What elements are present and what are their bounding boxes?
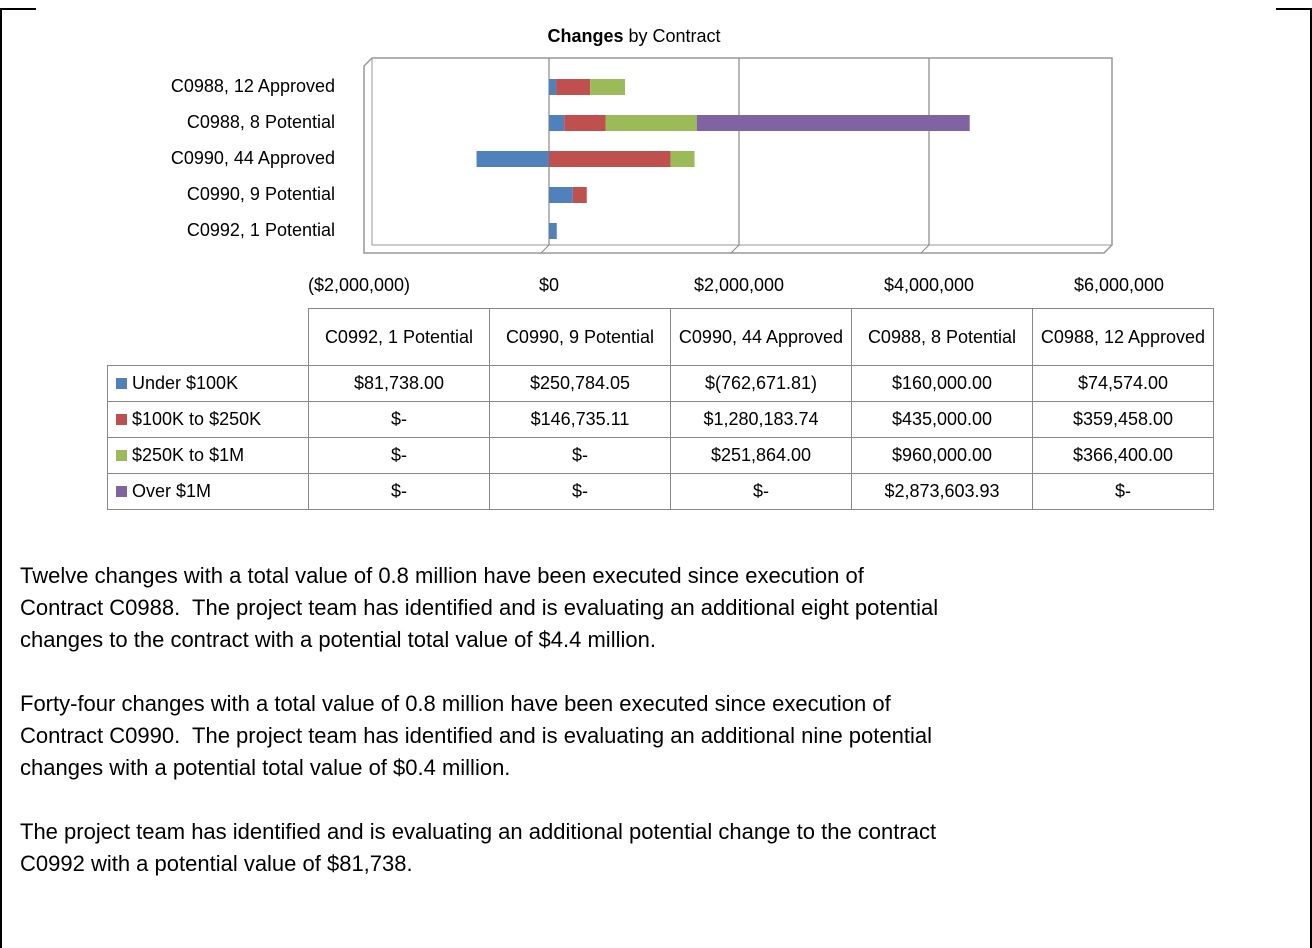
column-header: C0990, 44 Approved — [670, 308, 852, 366]
title-rest: by Contract — [629, 26, 721, 46]
table-cell: $160,000.00 — [851, 365, 1033, 402]
bar-segment — [696, 115, 970, 131]
table-row: Under $100K $81,738.00 $250,784.05 $(762,67… — [107, 365, 1214, 402]
text-line: Forty-four changes with a total value of… — [20, 691, 891, 716]
plot-edge — [363, 57, 373, 67]
table-header-row: C0992, 1 Potential C0990, 9 Potential C099… — [107, 308, 1214, 366]
text-line: changes with a potential total value of … — [20, 755, 511, 780]
bar-segment — [590, 79, 626, 95]
row-header: Under $100K — [107, 365, 309, 402]
bar-segment — [572, 187, 587, 203]
table-cell: $251,864.00 — [670, 437, 852, 474]
bar-segment — [605, 115, 697, 131]
column-header: C0990, 9 Potential — [489, 308, 671, 366]
bar-segment — [549, 187, 573, 203]
grid-foot — [540, 244, 550, 254]
x-tick-label: $4,000,000 — [884, 275, 974, 295]
chart: Changes by Contract ($2,000,000) $0 $2,000… — [171, 26, 1164, 295]
border-corner — [1276, 8, 1312, 10]
y-tick-label: C0988, 12 Approved — [171, 76, 335, 96]
grid-foot — [920, 244, 930, 254]
legend-label: Over $1M — [132, 481, 212, 501]
table-cell: $81,738.00 — [308, 365, 490, 402]
table-cell: $- — [308, 401, 490, 438]
bar-segment — [670, 151, 695, 167]
bar-segment — [549, 151, 671, 167]
column-header: C0992, 1 Potential — [308, 308, 490, 366]
x-tick-label: $0 — [539, 275, 559, 295]
table-cell: $- — [489, 473, 671, 510]
table-cell: $- — [308, 473, 490, 510]
table-cell: $(762,671.81) — [670, 365, 852, 402]
text-line: Twelve changes with a total value of 0.8… — [20, 563, 864, 588]
table-cell: $359,458.00 — [1032, 401, 1214, 438]
paragraph: Twelve changes with a total value of 0.8… — [20, 560, 938, 656]
title-bold: Changes — [547, 26, 623, 46]
legend-key — [116, 450, 127, 461]
table-cell: $435,000.00 — [851, 401, 1033, 438]
table-cell: $- — [670, 473, 852, 510]
page-border — [0, 8, 1312, 948]
bar-segment — [549, 223, 557, 239]
paragraph: Forty-four changes with a total value of… — [20, 688, 938, 784]
table-cell: $2,873,603.93 — [851, 473, 1033, 510]
table-cell: $960,000.00 — [851, 437, 1033, 474]
y-tick-label: C0990, 44 Approved — [171, 148, 335, 168]
table-cell: $366,400.00 — [1032, 437, 1214, 474]
bar-segment — [549, 79, 557, 95]
text-line: The project team has identified and is e… — [20, 819, 937, 844]
legend-label: Under $100K — [132, 373, 239, 393]
legend-label: $250K to $1M — [132, 445, 245, 465]
bar-segment — [564, 115, 606, 131]
x-tick-label: ($2,000,000) — [308, 275, 410, 295]
table-cell: $250,784.05 — [489, 365, 671, 402]
table-corner — [107, 308, 309, 366]
y-tick-label: C0990, 9 Potential — [187, 184, 335, 204]
legend-key — [116, 378, 127, 389]
column-header: C0988, 12 Approved — [1032, 308, 1214, 366]
bar-segment — [556, 79, 591, 95]
text-line: changes to the contract with a potential… — [20, 627, 656, 652]
table-cell: $74,574.00 — [1032, 365, 1214, 402]
table-row: Over $1M $- $- $- $2,873,603.93 $- — [107, 473, 1214, 510]
table-cell: $1,280,183.74 — [670, 401, 852, 438]
body-text: Twelve changes with a total value of 0.8… — [20, 560, 938, 912]
legend-key — [116, 486, 127, 497]
text-line: Contract C0990. The project team has ide… — [20, 723, 932, 748]
row-header: $100K to $250K — [107, 401, 309, 438]
column-header: C0988, 8 Potential — [851, 308, 1033, 366]
table-cell: $- — [308, 437, 490, 474]
grid-foot — [730, 244, 740, 254]
chart-title: Changes by Contract — [547, 26, 720, 46]
paragraph: The project team has identified and is e… — [20, 816, 938, 880]
legend-label: $100K to $250K — [132, 409, 262, 429]
data-table: C0992, 1 Potential C0990, 9 Potential C099… — [107, 308, 1214, 510]
row-header: $250K to $1M — [107, 437, 309, 474]
table-cell: $- — [489, 437, 671, 474]
x-tick-label: $6,000,000 — [1074, 275, 1164, 295]
table-cell: $- — [1032, 473, 1214, 510]
x-tick-label: $2,000,000 — [694, 275, 784, 295]
plot-frame — [363, 57, 1113, 254]
y-tick-label: C0988, 8 Potential — [187, 112, 335, 132]
text-line: C0992 with a potential value of $81,738. — [20, 851, 413, 876]
bar-segment — [549, 115, 565, 131]
text-line: Contract C0988. The project team has ide… — [20, 595, 939, 620]
border-corner — [0, 8, 36, 10]
bar-segment — [476, 151, 549, 167]
table-row: $250K to $1M $- $- $251,864.00 $960,000.00 $3… — [107, 437, 1214, 474]
y-tick-label: C0992, 1 Potential — [187, 220, 335, 240]
table-row: $100K to $250K $- $146,735.11 $1,280,183.74… — [107, 401, 1214, 438]
row-header: Over $1M — [107, 473, 309, 510]
legend-key — [116, 414, 127, 425]
table-cell: $146,735.11 — [489, 401, 671, 438]
